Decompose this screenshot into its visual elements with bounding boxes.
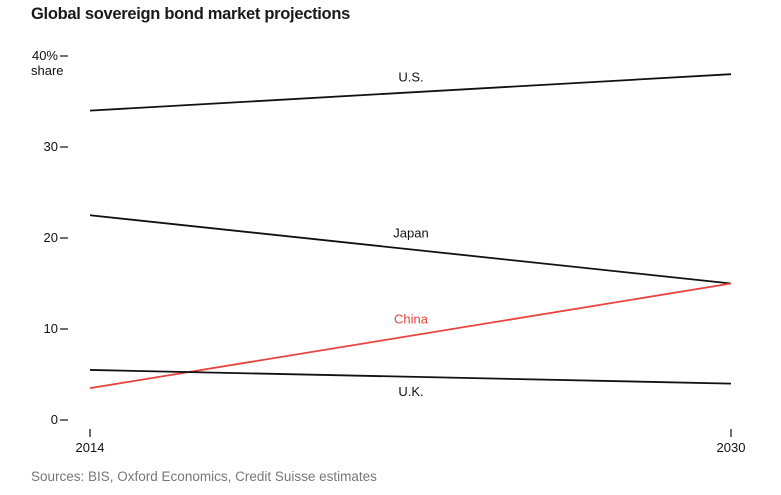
x-tick-label: 2030 xyxy=(717,440,746,455)
y-tick-label: 30 xyxy=(44,139,58,154)
series-label-us: U.S. xyxy=(398,69,423,84)
series-label-japan: Japan xyxy=(393,225,428,240)
y-tick-label: 10 xyxy=(44,321,58,336)
series-label-china: China xyxy=(394,312,429,327)
y-tick-label: 40% xyxy=(32,48,58,63)
series-line-china xyxy=(89,282,732,390)
source-note: Sources: BIS, Oxford Economics, Credit S… xyxy=(31,469,377,484)
chart-title: Global sovereign bond market projections xyxy=(31,5,350,23)
y-tick-label: 20 xyxy=(44,230,58,245)
series-lines xyxy=(89,73,732,390)
x-tick-label: 2014 xyxy=(76,440,105,455)
x-axis: 2014 2030 xyxy=(76,429,746,455)
series-line-us xyxy=(89,73,732,112)
series-label-uk: U.K. xyxy=(398,384,423,399)
y-tick-label: 0 xyxy=(51,412,58,427)
series-labels: U.S. Japan China U.K. xyxy=(393,69,428,398)
y-axis: 0 10 20 30 40%share xyxy=(31,48,68,427)
series-line-japan xyxy=(89,214,732,285)
series-line-uk xyxy=(89,369,732,385)
y-axis-label: share xyxy=(31,63,64,78)
